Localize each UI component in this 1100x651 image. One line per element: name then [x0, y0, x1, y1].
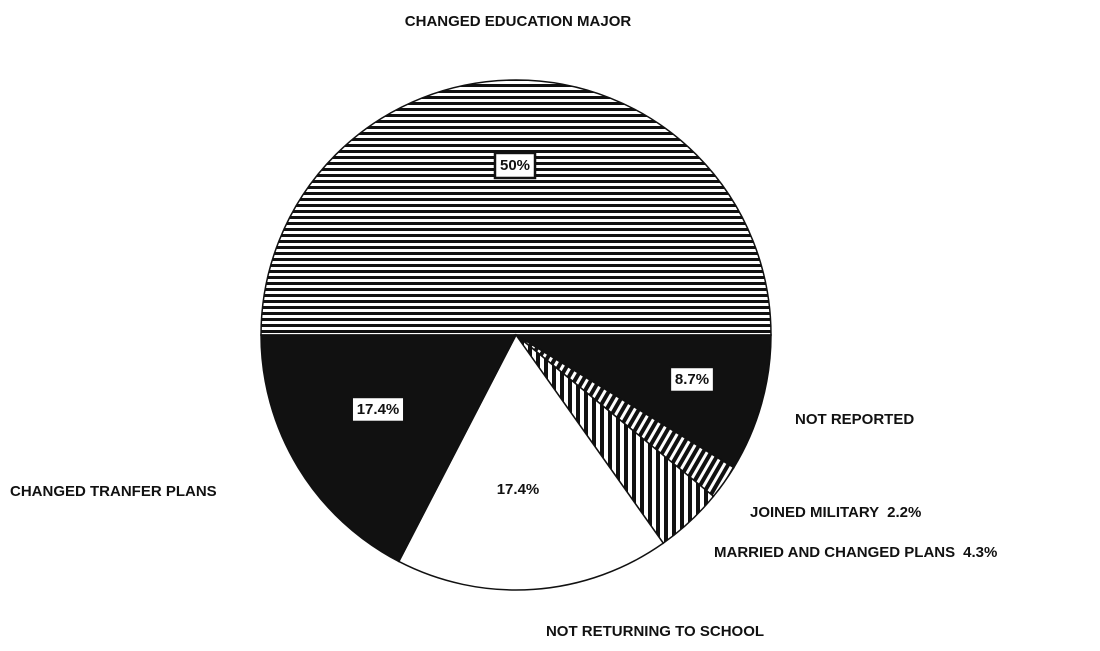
slice-label: JOINED MILITARY 2.2%	[750, 504, 921, 521]
slice-label: NOT REPORTED	[795, 411, 914, 428]
label-box	[493, 151, 537, 180]
slice-label: CHANGED EDUCATION MAJOR	[405, 13, 632, 30]
slice-name: CHANGED EDUCATION MAJOR	[405, 13, 632, 30]
slice-name: MARRIED AND CHANGED PLANS	[714, 544, 955, 561]
slice-label: MARRIED AND CHANGED PLANS 4.3%	[714, 544, 997, 561]
slice-name: CHANGED TRANFER PLANS	[10, 483, 217, 500]
label-box	[668, 365, 716, 394]
slice-value-label: 2.2%	[887, 504, 921, 521]
slice-value-label: 4.3%	[963, 544, 997, 561]
slice-name: NOT REPORTED	[795, 411, 914, 428]
pie-slice	[260, 334, 518, 563]
label-box	[350, 395, 406, 424]
slice-value-label: 17.4%	[497, 481, 540, 498]
slice-value-label: 50%	[500, 157, 530, 174]
slice-name: JOINED MILITARY	[750, 504, 879, 521]
slice-label: NOT RETURNING TO SCHOOL	[546, 623, 764, 640]
pie-slice	[397, 333, 665, 591]
slice-label: CHANGED TRANFER PLANS	[10, 483, 217, 500]
slice-name: NOT RETURNING TO SCHOOL	[546, 623, 764, 640]
slice-value-label: 8.7%	[675, 371, 709, 388]
slice-value-label: 17.4%	[357, 401, 400, 418]
pie-slice	[260, 79, 772, 336]
